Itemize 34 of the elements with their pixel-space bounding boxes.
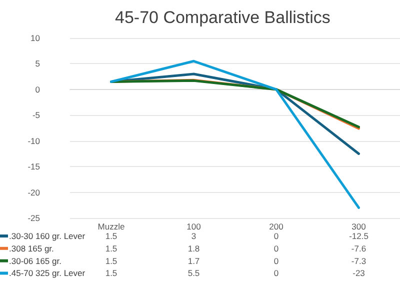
- y-tick-label: -5: [32, 110, 40, 120]
- y-tick-label: -15: [28, 162, 40, 172]
- line-series: [110, 60, 360, 209]
- y-tick-label: 5: [35, 58, 40, 69]
- data-label: 0: [274, 243, 279, 254]
- data-label: 1.7: [188, 256, 200, 266]
- y-tick-label: 0: [35, 84, 40, 94]
- data-label: 0: [274, 256, 279, 266]
- legend-label: .30-06 165 gr.: [9, 256, 62, 266]
- legend-label: .308 165 gr.: [9, 243, 54, 254]
- x-tick-label: Muzzle: [98, 222, 125, 232]
- data-label: 0: [274, 231, 279, 241]
- data-label: 1.5: [105, 268, 118, 278]
- x-tick-label: 100: [186, 222, 202, 232]
- data-label: 0: [274, 268, 279, 278]
- data-label: -7.3: [351, 256, 366, 266]
- data-label: 1.5: [105, 243, 118, 254]
- legend-label: .45-70 325 gr. Lever: [9, 268, 86, 278]
- legend-label: .30-30 160 gr. Lever: [9, 231, 86, 241]
- data-label: -12.5: [349, 231, 369, 241]
- data-label: 5.5: [188, 268, 200, 278]
- x-tick-label: 300: [352, 222, 366, 232]
- y-tick-label: 10: [30, 33, 40, 43]
- y-tick-label: -10: [28, 136, 40, 146]
- data-label: 1.5: [105, 231, 118, 241]
- y-tick-label: -20: [28, 187, 40, 198]
- x-tick-label: 200: [269, 222, 284, 232]
- data-label: 1.5: [105, 256, 118, 266]
- data-label: -23: [352, 268, 366, 278]
- y-tick-label: -25: [28, 213, 40, 223]
- data-label: -7.6: [351, 243, 366, 254]
- data-label: 1.8: [188, 243, 200, 254]
- chart-title: 45-70 Comparative Ballistics: [115, 8, 330, 27]
- data-label: 3: [191, 231, 196, 241]
